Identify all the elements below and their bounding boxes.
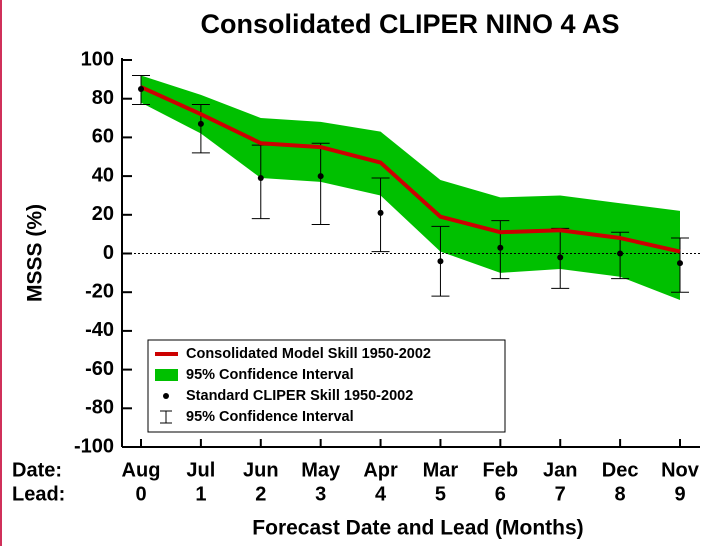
legend-label: 95% Confidence Interval bbox=[186, 409, 354, 425]
legend-label: Consolidated Model Skill 1950-2002 bbox=[186, 346, 431, 362]
lead-label: 3 bbox=[315, 483, 326, 505]
x-tick-label: Jun bbox=[243, 459, 279, 481]
legend-key bbox=[155, 369, 178, 381]
skill-dot bbox=[497, 244, 504, 251]
skill-dot bbox=[557, 254, 564, 261]
x-tick-label: Apr bbox=[363, 459, 398, 481]
x-tick-label: Dec bbox=[602, 459, 639, 481]
x-tick-label: Jan bbox=[543, 459, 577, 481]
legend-box bbox=[147, 339, 506, 433]
error-bar bbox=[311, 142, 330, 225]
skill-dot bbox=[257, 175, 264, 182]
date-row-label: Date: bbox=[12, 459, 62, 481]
y-tick-label: -40 bbox=[85, 319, 114, 341]
y-tick-label: 60 bbox=[92, 126, 114, 148]
legend-key bbox=[163, 393, 169, 399]
skill-dot bbox=[437, 258, 444, 265]
skill-dot bbox=[677, 260, 683, 267]
lead-label: 0 bbox=[135, 483, 146, 505]
lead-label: 8 bbox=[615, 483, 626, 505]
lead-label: 9 bbox=[674, 483, 685, 505]
y-axis-label: MSSS (%) bbox=[24, 204, 47, 302]
x-tick-label: Nov bbox=[661, 459, 700, 481]
lead-label: 4 bbox=[375, 483, 387, 505]
skill-dot bbox=[617, 250, 624, 257]
x-tick-label: Jul bbox=[186, 459, 215, 481]
legend-label: Standard CLIPER Skill 1950-2002 bbox=[186, 388, 413, 404]
lead-row-label: Lead: bbox=[12, 483, 65, 505]
skill-dot bbox=[377, 209, 384, 216]
y-tick-label: 0 bbox=[103, 242, 114, 264]
y-tick-label: 20 bbox=[92, 203, 114, 225]
y-tick-label: -100 bbox=[74, 435, 114, 457]
x-tick-label: May bbox=[301, 459, 341, 481]
lead-label: 5 bbox=[435, 483, 446, 505]
x-tick-label: Mar bbox=[423, 459, 459, 481]
skill-dot bbox=[138, 86, 144, 93]
chart-title: Consolidated CLIPER NINO 4 AS bbox=[200, 9, 619, 39]
skill-line bbox=[140, 85, 681, 254]
lead-label: 2 bbox=[255, 483, 266, 505]
skill-dot bbox=[197, 120, 204, 127]
y-tick-label: 100 bbox=[81, 48, 114, 70]
x-tick-label: Feb bbox=[483, 459, 519, 481]
x-tick-label: Aug bbox=[122, 459, 161, 481]
skill-dot bbox=[317, 173, 324, 180]
legend-label: 95% Confidence Interval bbox=[186, 367, 354, 383]
x-axis-label: Forecast Date and Lead (Months) bbox=[252, 517, 583, 540]
y-tick-label: -60 bbox=[85, 358, 114, 380]
y-tick-label: -20 bbox=[85, 280, 114, 302]
lead-label: 7 bbox=[555, 483, 566, 505]
y-tick-label: 40 bbox=[92, 164, 114, 186]
lead-label: 1 bbox=[195, 483, 206, 505]
y-tick-label: 80 bbox=[92, 87, 114, 109]
y-tick-label: -80 bbox=[85, 397, 114, 419]
lead-label: 6 bbox=[495, 483, 506, 505]
